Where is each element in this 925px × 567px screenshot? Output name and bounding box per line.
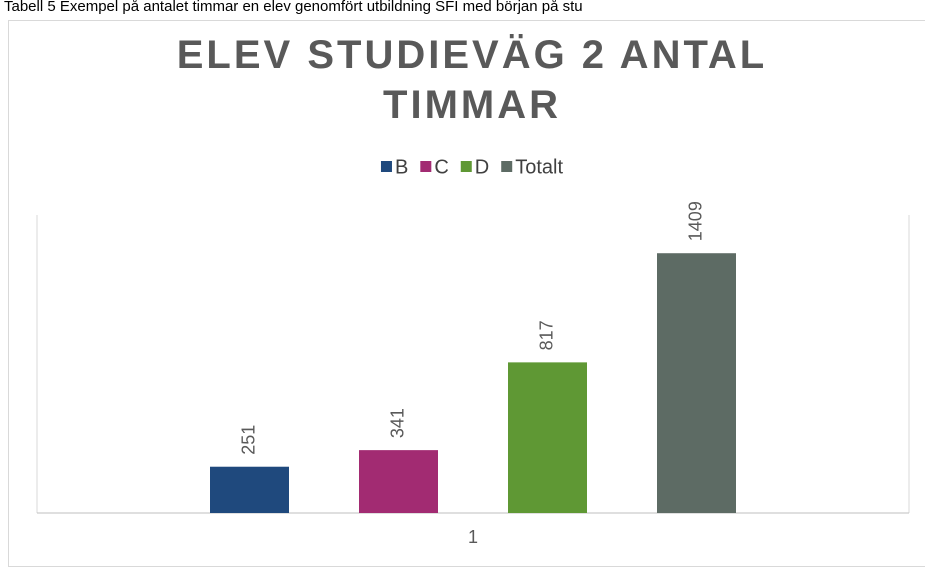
legend-label: Totalt (515, 156, 563, 178)
data-label: 251 (238, 425, 258, 455)
legend-swatch (501, 161, 513, 172)
data-label: 341 (387, 408, 407, 438)
bar (508, 362, 587, 513)
data-label: 817 (536, 320, 556, 350)
data-label: 1409 (685, 201, 705, 241)
legend-swatch (420, 161, 432, 172)
caption: Tabell 5 Exempel på antalet timmar en el… (4, 0, 583, 15)
bar (210, 466, 289, 513)
legend-label: B (395, 156, 408, 178)
bar (657, 253, 736, 513)
legend-swatch (460, 161, 472, 172)
chart-title: ELEV STUDIEVÄG 2 ANTAL TIMMAR (176, 33, 768, 127)
bar (359, 450, 438, 513)
x-tick-label: 1 (468, 527, 478, 547)
legend-label: D (475, 156, 489, 178)
legend-label: C (434, 156, 448, 178)
legend-swatch (380, 161, 392, 172)
